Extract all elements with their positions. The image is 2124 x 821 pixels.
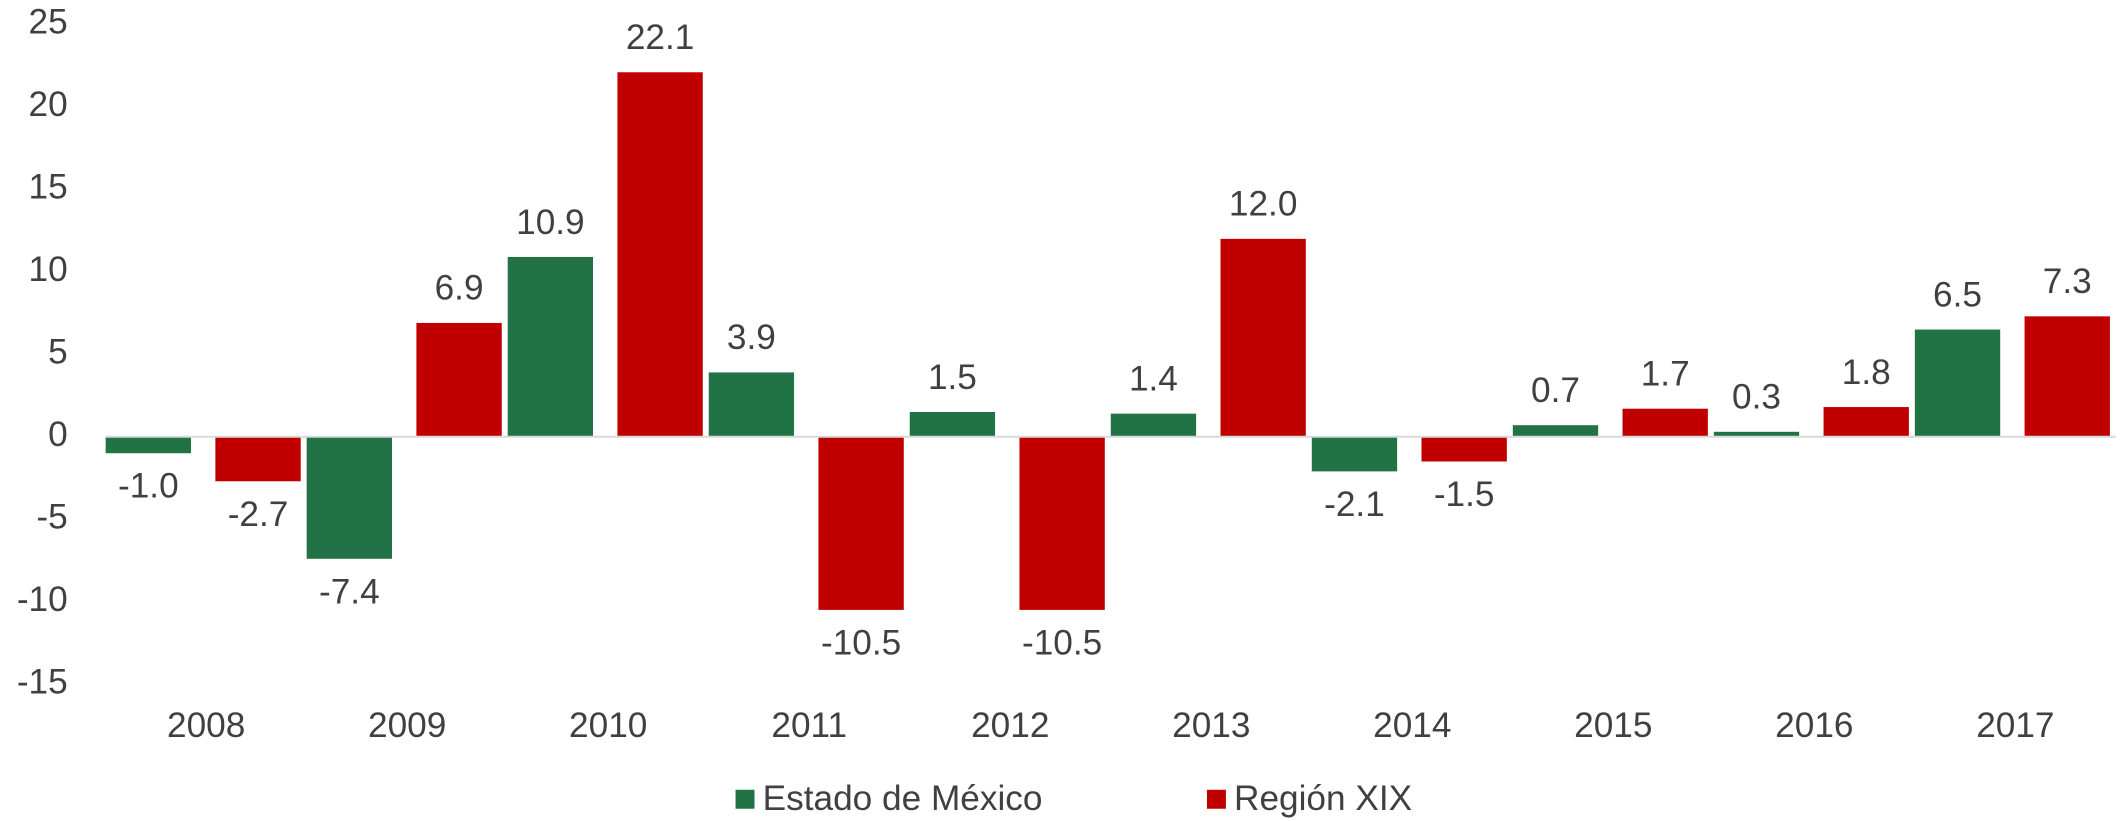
y-tick-label: 20 [29,85,68,124]
bar [507,256,594,437]
data-label: 1.5 [928,358,977,397]
data-label: 6.5 [1933,275,1982,314]
x-tick-label: 2009 [368,706,446,745]
y-tick-label: 25 [29,3,68,42]
bar [1311,436,1398,472]
x-tick-label: 2017 [1976,706,2054,745]
y-tick-label: -15 [17,662,68,701]
bar [105,436,191,454]
data-label: 22.1 [626,18,695,57]
bar [1512,425,1599,437]
bar [1110,413,1197,437]
y-tick-label: 5 [48,333,68,372]
bar [2024,316,2110,437]
legend-swatch [735,789,755,809]
bar [306,436,393,559]
x-tick-label: 2014 [1373,706,1451,745]
data-label: 3.9 [727,318,776,357]
legend-label: Región XIX [1234,779,1412,818]
y-tick-label: 0 [48,415,68,454]
data-label: -2.7 [228,495,289,534]
bar [1914,329,2001,437]
x-tick-label: 2015 [1574,706,1652,745]
bar [1421,436,1507,462]
x-tick-label: 2010 [569,706,647,745]
bar [818,436,904,610]
y-tick-label: 15 [29,168,68,207]
data-label: 12.0 [1229,185,1298,224]
data-label: 0.3 [1732,378,1781,417]
x-tick-label: 2016 [1775,706,1853,745]
bar [215,436,301,482]
data-label: 7.3 [2043,262,2092,301]
x-tick-label: 2008 [167,706,245,745]
data-label: -2.1 [1324,485,1385,524]
data-label: -7.4 [319,572,380,611]
bar [1713,431,1800,437]
x-tick-label: 2013 [1172,706,1250,745]
bar [617,72,703,437]
data-label: 1.7 [1641,354,1690,393]
data-label: 1.8 [1842,353,1891,392]
bar [1823,407,1909,437]
legend-swatch [1206,789,1226,809]
data-label: 6.9 [435,269,484,308]
x-tick-label: 2011 [771,706,847,745]
bar [708,372,795,437]
data-label: -10.5 [821,623,901,662]
bar [909,412,996,437]
data-label: -1.0 [118,467,179,506]
data-label: 1.4 [1129,359,1178,398]
x-tick-label: 2012 [971,706,1049,745]
data-label: 10.9 [516,203,585,242]
data-label: -10.5 [1022,623,1102,662]
bar [1019,436,1105,610]
data-label: 0.7 [1531,371,1580,410]
bar [416,322,502,437]
y-tick-label: 10 [29,250,68,289]
y-tick-label: -10 [17,580,68,619]
data-label: -1.5 [1434,475,1495,514]
y-tick-label: -5 [36,498,67,537]
bar [1220,238,1306,437]
legend-label: Estado de México [763,779,1043,818]
bar [1622,408,1708,437]
